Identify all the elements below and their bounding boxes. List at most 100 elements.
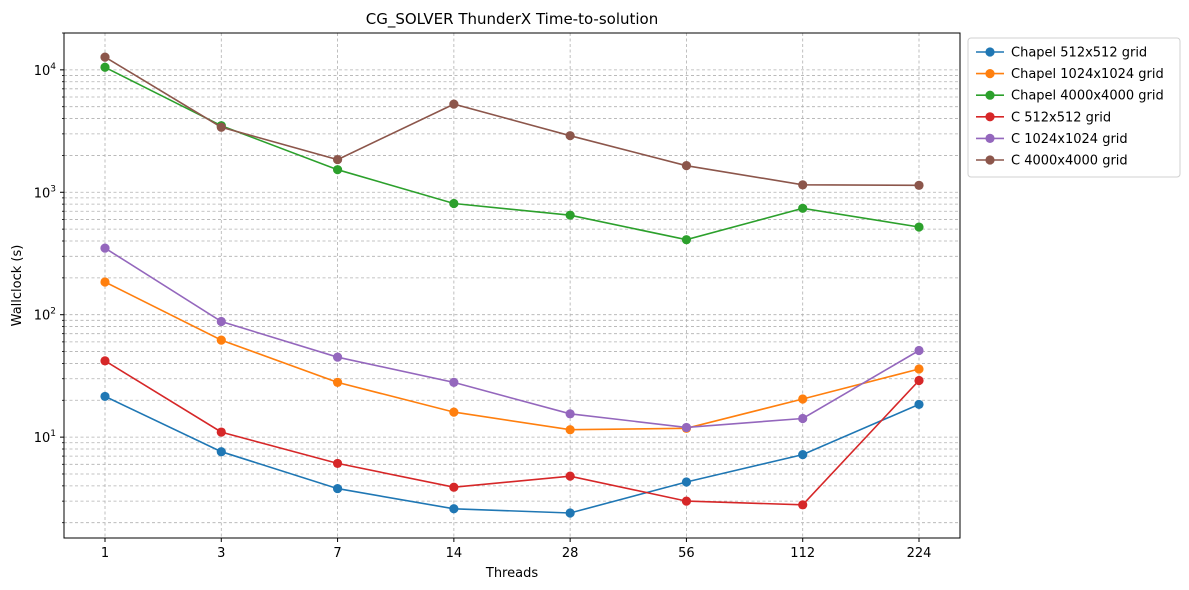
legend-swatch-marker	[985, 112, 995, 122]
x-tick-label: 3	[217, 546, 225, 561]
y-tick-exponent: 2	[50, 307, 56, 317]
legend-label: C 1024x1024 grid	[1011, 132, 1128, 147]
chart-title: CG_SOLVER ThunderX Time-to-solution	[366, 10, 658, 29]
data-point	[332, 165, 343, 175]
legend-item: Chapel 1024x1024 grid	[976, 67, 1164, 82]
data-point	[914, 364, 924, 374]
grid-lines	[64, 32, 960, 538]
data-point	[100, 52, 110, 62]
data-point	[216, 447, 226, 457]
y-tick-label: 102	[34, 307, 56, 324]
y-axis-label: Wallclock (s)	[10, 245, 25, 327]
y-tick-base: 10	[34, 186, 51, 201]
data-point	[681, 161, 692, 171]
series-4	[100, 356, 924, 510]
data-point	[565, 409, 575, 419]
data-point	[332, 154, 343, 165]
x-tick-label: 112	[790, 546, 815, 561]
legend-swatch-marker	[985, 155, 995, 165]
y-tick-exponent: 4	[50, 62, 56, 72]
y-tick-base: 10	[34, 309, 51, 324]
data-point	[216, 427, 226, 437]
y-tick-label: 104	[34, 62, 57, 79]
data-point	[798, 203, 808, 213]
y-tick-base: 10	[34, 64, 51, 79]
legend-label: Chapel 512x512 grid	[1011, 46, 1147, 61]
data-point	[449, 198, 459, 209]
data-point	[914, 399, 924, 410]
y-tick-base: 10	[34, 431, 51, 446]
data-point	[565, 508, 575, 518]
data-point	[798, 394, 808, 404]
data-point	[100, 277, 110, 287]
data-point	[681, 235, 692, 245]
legend-label: C 4000x4000 grid	[1011, 154, 1128, 169]
series-line	[104, 66, 920, 241]
data-point	[449, 99, 459, 109]
data-point	[565, 425, 575, 435]
data-point	[332, 377, 343, 387]
data-point	[332, 483, 343, 494]
x-axis-label: Threads	[485, 566, 538, 581]
data-point	[449, 407, 459, 417]
data-point	[565, 210, 575, 220]
legend-swatch-marker	[985, 69, 995, 79]
data-point	[449, 482, 459, 492]
series-5	[100, 243, 924, 433]
legend-item: Chapel 512x512 grid	[976, 46, 1147, 61]
legend-item: C 4000x4000 grid	[976, 154, 1128, 169]
series-2	[100, 277, 924, 435]
data-point	[100, 62, 110, 72]
data-point	[914, 180, 924, 190]
series-3	[100, 62, 924, 245]
series-line	[104, 247, 920, 429]
x-tick-label: 1	[101, 546, 109, 561]
series-6	[100, 52, 924, 190]
legend-swatch-marker	[985, 47, 995, 57]
y-tick-label: 103	[34, 184, 56, 201]
data-point	[681, 477, 692, 487]
series-line	[104, 395, 920, 514]
data-point	[681, 496, 692, 506]
legend-box	[967, 37, 1181, 178]
data-point	[100, 391, 110, 402]
legend-label: C 512x512 grid	[1011, 110, 1111, 125]
data-point	[100, 356, 110, 366]
data-point	[798, 180, 808, 190]
data-point	[565, 471, 575, 481]
data-point	[798, 449, 808, 460]
data-point	[216, 335, 226, 345]
x-tick-label: 56	[678, 546, 695, 561]
legend-label: Chapel 1024x1024 grid	[1011, 67, 1164, 82]
y-tick-exponent: 3	[50, 184, 56, 194]
data-point	[565, 131, 575, 141]
legend-item: C 512x512 grid	[976, 110, 1111, 125]
series-line	[104, 360, 920, 506]
data-point	[681, 422, 692, 433]
data-point	[216, 316, 226, 327]
data-point	[798, 500, 808, 510]
data-point	[449, 377, 459, 387]
x-tick-label: 7	[333, 546, 341, 561]
series-1	[100, 391, 924, 518]
plot-frame	[63, 32, 961, 539]
legend-item: C 1024x1024 grid	[976, 132, 1128, 147]
data-point	[914, 375, 924, 386]
data-point	[914, 345, 924, 356]
data-point	[449, 504, 459, 514]
legend-item: Chapel 4000x4000 grid	[976, 89, 1164, 104]
data-point	[100, 243, 110, 253]
x-tick-label: 14	[446, 546, 463, 561]
series-line	[104, 281, 920, 431]
series-line	[104, 56, 920, 187]
legend-label: Chapel 4000x4000 grid	[1011, 89, 1164, 104]
legend-swatch-marker	[985, 90, 995, 100]
x-axis: 1 3 7 14 28 56 112 224	[101, 538, 931, 561]
data-point	[216, 122, 226, 132]
data-point	[798, 413, 808, 424]
series-layer	[100, 52, 924, 518]
legend-swatch-marker	[985, 133, 995, 143]
y-tick-exponent: 1	[50, 429, 56, 439]
